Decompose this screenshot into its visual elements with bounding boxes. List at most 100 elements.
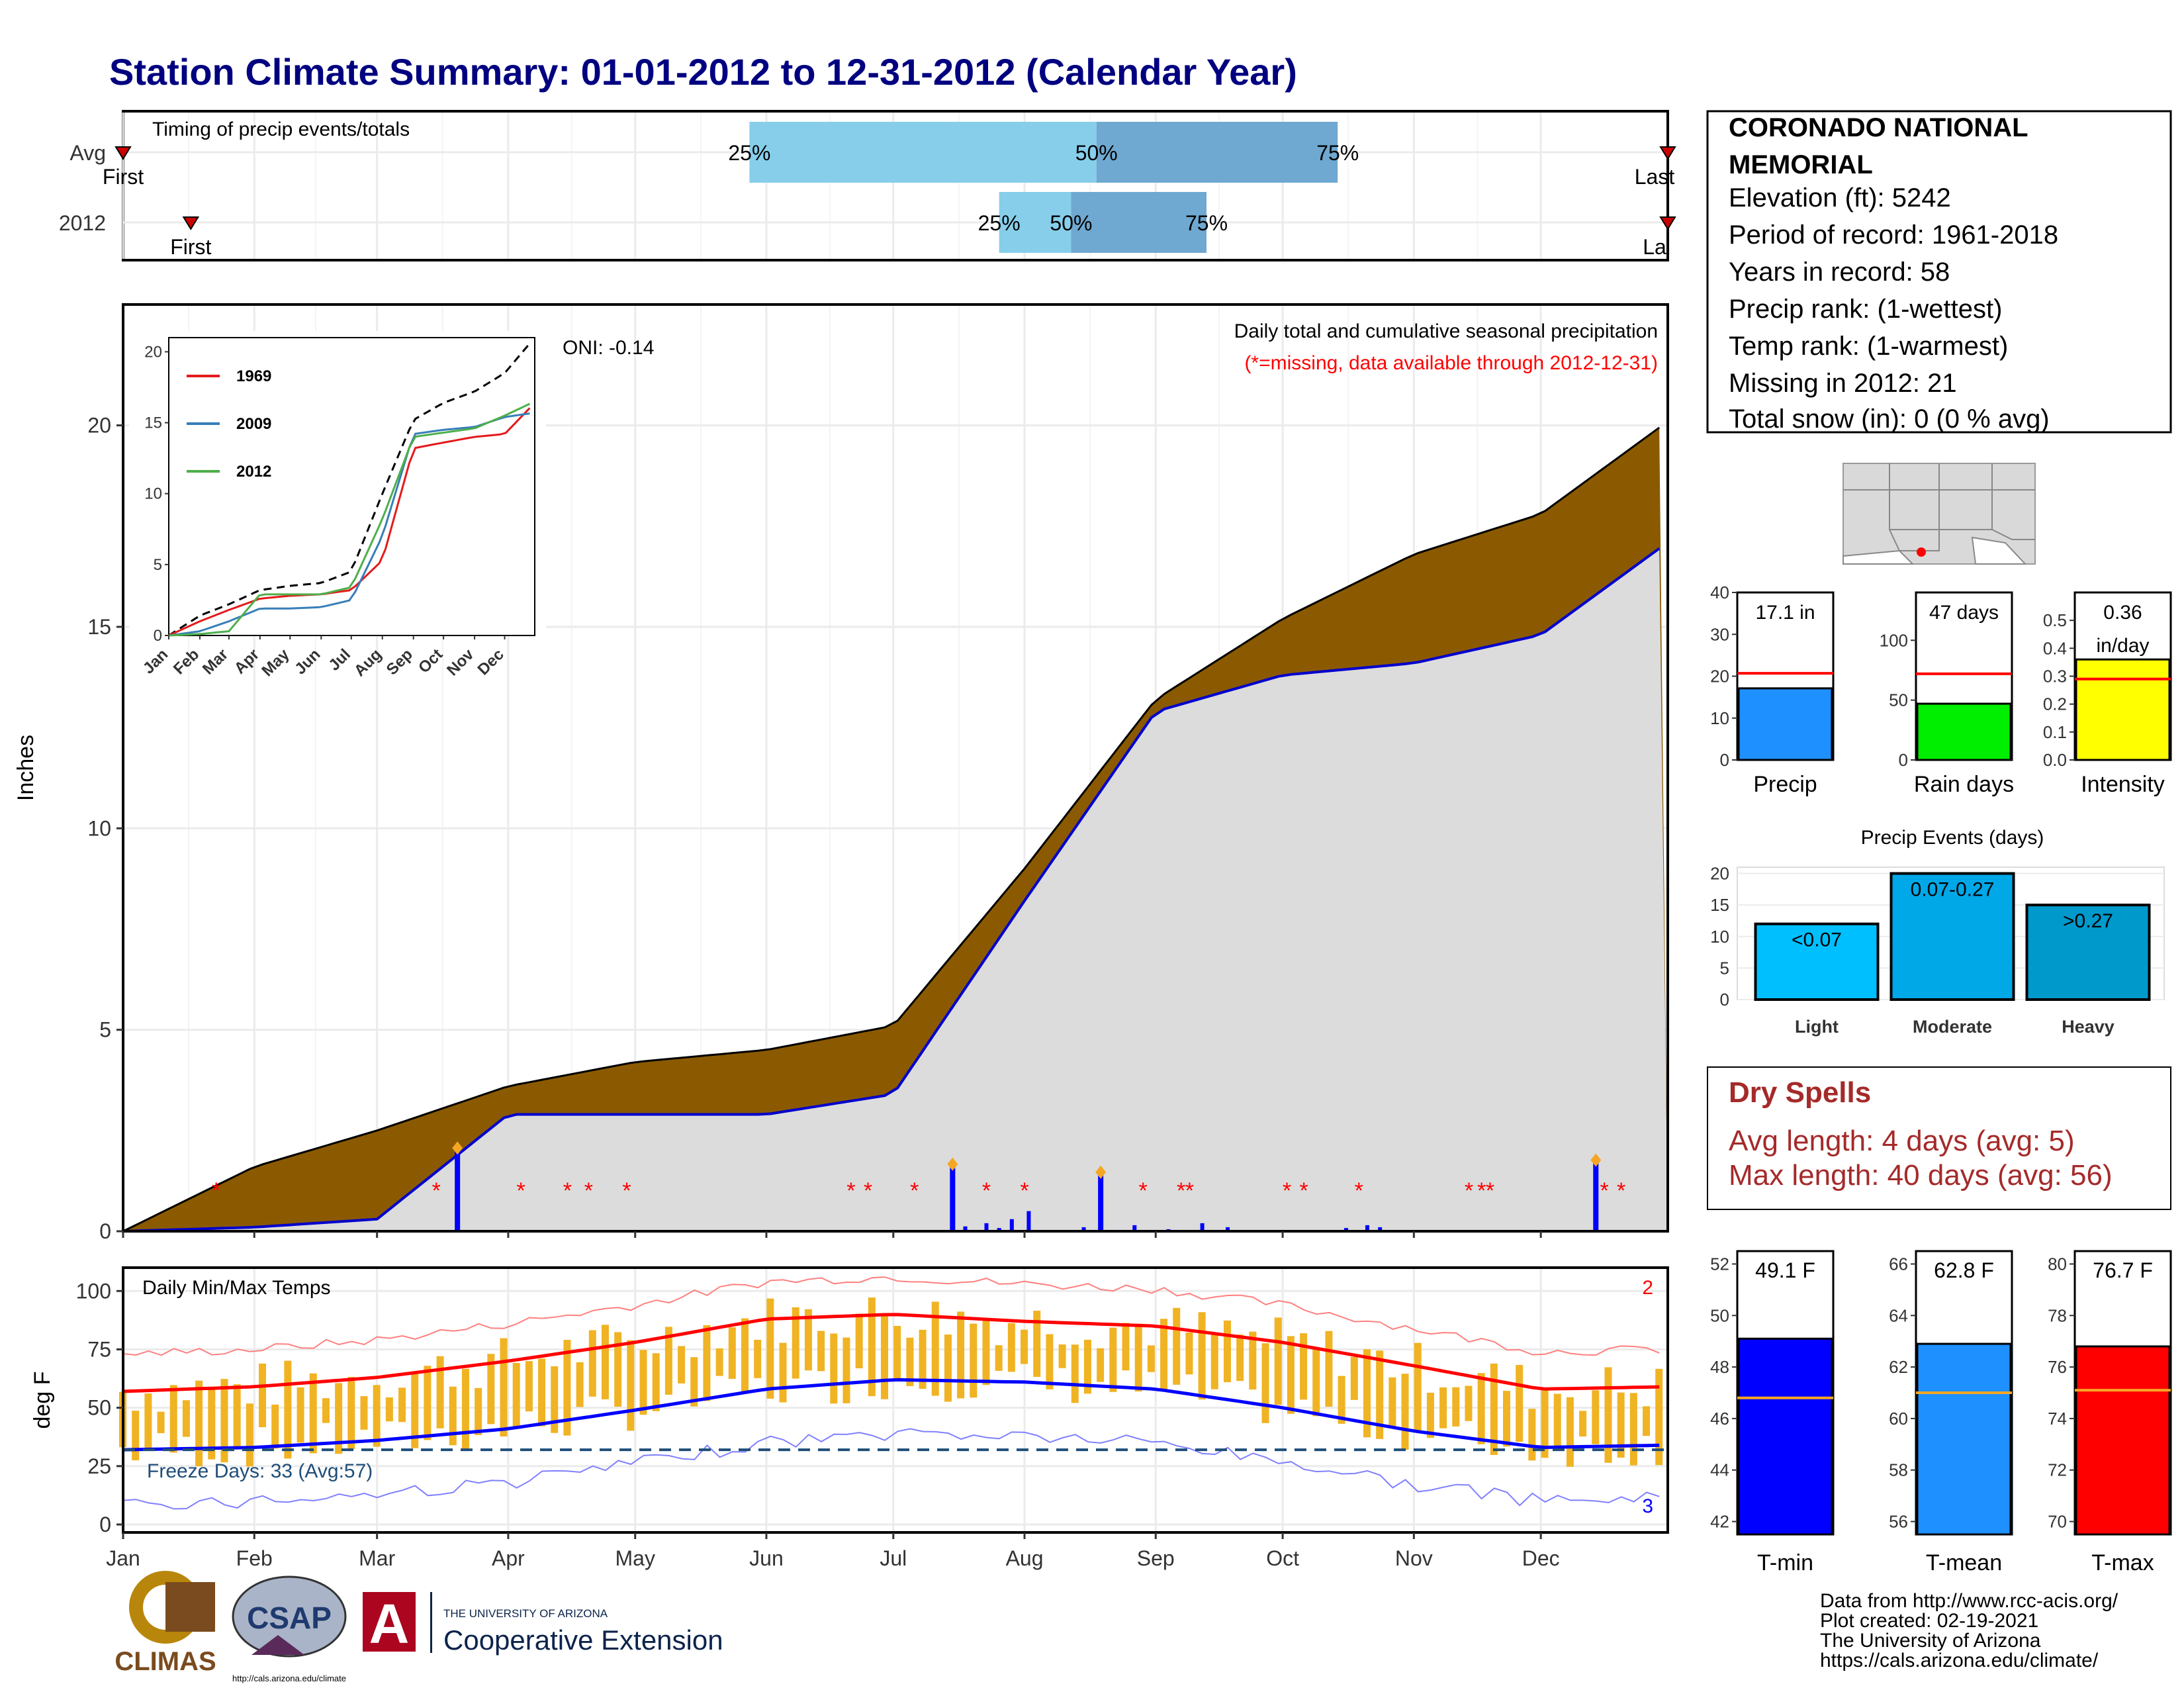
avg-cumulative-line: [122, 426, 1661, 1233]
daily-temp-bar: [1223, 1320, 1231, 1383]
daily-precip-bar: [963, 1226, 968, 1231]
daily-temp-bar: [1503, 1391, 1511, 1447]
inset-avg-line: [168, 342, 531, 637]
temp-summary-bar: [1916, 1342, 2012, 1536]
station-period: Period of record: 1961-2018: [1729, 220, 2058, 250]
daily-temp-bar: [1376, 1350, 1384, 1439]
daily-temp-bar: [182, 1400, 190, 1437]
daily-temp-bar: [614, 1332, 622, 1407]
oni-label: ONI: -0.14: [563, 337, 654, 359]
temp-summary-ytick-label: 76: [2048, 1357, 2067, 1377]
daily-temp-bar: [551, 1366, 559, 1433]
daily-temp-bar: [1579, 1411, 1587, 1437]
daily-precip-bar: [1378, 1227, 1383, 1231]
daily-temp-bar: [309, 1373, 317, 1454]
timing-bar-50-75: [1071, 192, 1206, 253]
month-label: Apr: [492, 1546, 525, 1570]
current-cumulative-line: [122, 547, 1661, 1233]
daily-precip-bar: [950, 1166, 956, 1231]
summary-ytick-label: 100: [1880, 630, 1908, 650]
daily-precip-bar: [1344, 1228, 1349, 1231]
daily-temp-bar: [678, 1346, 686, 1383]
daily-temp-bar: [1541, 1389, 1549, 1458]
temp-summary-ytick-label: 66: [1889, 1254, 1908, 1274]
temp-summary-ytick-label: 42: [1710, 1512, 1729, 1532]
freeze-days-label: Freeze Days: 33 (Avg:57): [147, 1460, 373, 1482]
month-label: Feb: [236, 1546, 273, 1570]
daily-temp-bar: [652, 1353, 660, 1411]
daily-temp-bar: [804, 1309, 812, 1371]
missing-day-marker: *: [516, 1178, 525, 1203]
inset-series-line: [168, 402, 531, 637]
csap-logo: CSAP http://cals.arizona.edu/climate: [232, 1575, 347, 1683]
inset-ytick-label: 5: [154, 556, 162, 574]
precip-annot-missing: (*=missing, data available through 2012-…: [1244, 352, 1658, 374]
summary-ytick-label: 0.3: [2043, 667, 2067, 686]
missing-day-marker: *: [432, 1178, 441, 1203]
month-label: Mar: [359, 1546, 395, 1570]
daily-temp-bar: [259, 1363, 267, 1428]
temp-summary-ytick-label: 78: [2048, 1305, 2067, 1325]
timing-p50-label: 50%: [1075, 141, 1118, 165]
events-bar-value: 0.07-0.27: [1911, 879, 1995, 901]
inset-ytick-label: 20: [144, 343, 162, 361]
daily-temp-bar: [246, 1403, 253, 1467]
daily-temp-bar: [639, 1350, 647, 1415]
dry-spells-max: Max length: 40 days (avg: 56): [1729, 1159, 2113, 1192]
daily-temp-bar: [868, 1297, 876, 1397]
daily-temp-bar: [322, 1398, 330, 1423]
inset-series-line: [168, 412, 530, 637]
temp-ylabel: deg F: [30, 1372, 55, 1429]
timing-row-label-2012: 2012: [59, 211, 106, 235]
daily-temp-bar: [1007, 1323, 1015, 1372]
daily-temp-bar: [335, 1383, 343, 1454]
daily-precip-bar: [1009, 1219, 1014, 1231]
daily-temp-bar: [766, 1298, 774, 1399]
missing-day-marker: *: [1185, 1178, 1194, 1203]
timing-panel: Timing of precip events/totals Avg 2012 …: [59, 110, 1676, 261]
daily-temp-bar: [144, 1393, 152, 1450]
month-label: Nov: [1395, 1546, 1433, 1570]
daily-temp-bar: [1033, 1310, 1041, 1378]
missing-day-marker: *: [584, 1178, 593, 1203]
daily-precip-bar: [984, 1223, 989, 1231]
events-bar-label: Heavy: [2062, 1017, 2115, 1037]
daily-temp-bar: [690, 1357, 698, 1407]
ua-small-text: THE UNIVERSITY OF ARIZONA: [443, 1607, 608, 1620]
daily-temp-bar: [1249, 1331, 1257, 1390]
station-missing: Missing in 2012: 21: [1729, 369, 1957, 398]
missing-day-marker: *: [1355, 1178, 1363, 1203]
temp-title: Daily Min/Max Temps: [142, 1277, 331, 1299]
temp-summary-ytick-label: 80: [2048, 1254, 2067, 1274]
daily-temp-bar: [233, 1384, 241, 1448]
first-event-label: First: [170, 235, 211, 259]
daily-temp-bar: [563, 1340, 571, 1436]
daily-temp-bar: [1629, 1393, 1637, 1466]
missing-day-marker: *: [864, 1178, 872, 1203]
daily-temp-bar: [360, 1396, 368, 1430]
summary-value-label: 0.36: [2103, 602, 2142, 624]
summary-value-unit: in/day: [2096, 635, 2149, 657]
daily-temp-bar: [373, 1385, 381, 1447]
temp-summary-bar: [1737, 1337, 1833, 1536]
avg-min-line: [122, 1378, 1660, 1452]
missing-day-marker: *: [846, 1178, 855, 1203]
daily-temp-bar: [411, 1374, 419, 1448]
daily-temp-bar: [944, 1335, 952, 1402]
daily-temp-bar: [284, 1360, 292, 1459]
temp-summary-t-min: 49.1 F 42 44 46 48 50 52 T-min: [1710, 1250, 1835, 1575]
events-bar: [2025, 904, 2151, 1001]
daily-temp-bar: [296, 1387, 304, 1443]
summary-axis-label: Intensity: [2081, 772, 2165, 797]
temp-summary-bar: [2075, 1345, 2171, 1536]
temp-panel: 0 25 50 75 100 Jan Feb Mar Apr May Jun Jul Aug Sep Oc…: [30, 1231, 1669, 1570]
temp-summary-ytick-label: 48: [1710, 1357, 1729, 1377]
daily-temp-bar: [906, 1337, 914, 1386]
daily-temp-bar: [931, 1301, 939, 1396]
missing-day-marker: *: [1283, 1178, 1291, 1203]
summary-value-label: 17.1 in: [1755, 602, 1815, 624]
daily-temp-bar: [1338, 1376, 1345, 1424]
daily-temp-bar: [1325, 1331, 1333, 1407]
footer-plot-created: Plot created: 02-19-2021: [1820, 1610, 2038, 1632]
climas-logo: CLIMAS: [114, 1571, 216, 1676]
